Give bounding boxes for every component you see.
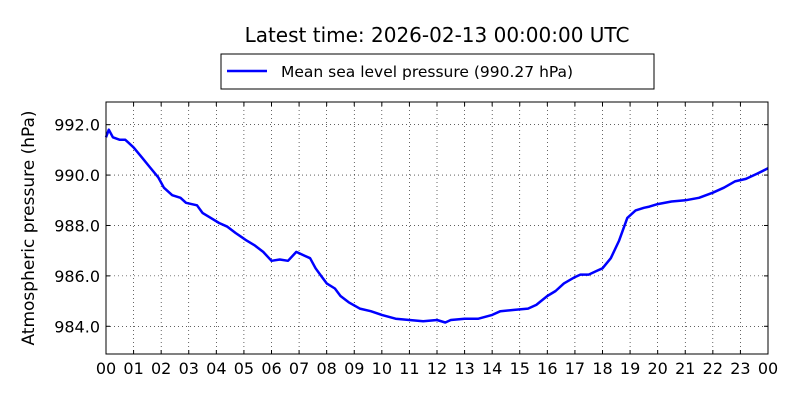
x-tick-label: 19 [620,359,640,378]
gridlines [106,102,768,354]
plot-area-frame [105,101,769,355]
x-tick-label: 00 [96,359,116,378]
x-tick-label: 01 [123,359,143,378]
x-tick-label: 04 [206,359,226,378]
x-tick-label: 07 [289,359,309,378]
series-layer [104,128,769,324]
ticks [105,102,769,354]
y-axis-label: Atmospheric pressure (hPa) [19,110,39,345]
x-tick-label: 22 [703,359,723,378]
x-tick-label: 17 [565,359,585,378]
legend-label: Mean sea level pressure (990.27 hPa) [281,63,573,81]
x-tick-label: 06 [261,359,281,378]
y-tick-label: 988.0 [54,216,100,235]
chart-title: Latest time: 2026-02-13 00:00:00 UTC [245,23,630,47]
x-tick-label: 18 [592,359,612,378]
legend: Mean sea level pressure (990.27 hPa) [220,53,655,90]
x-tick-label: 10 [372,359,392,378]
x-tick-label: 08 [316,359,336,378]
x-tick-label: 09 [344,359,364,378]
y-tick-label: 990.0 [54,166,100,185]
x-tick-labels: 00 01 02 03 04 05 06 07 08 09 10 11 12 13 14 15 16 17 18 19… [96,359,778,378]
x-tick-label: 20 [647,359,667,378]
x-tick-label: 05 [234,359,254,378]
x-tick-label: 15 [510,359,530,378]
x-tick-label: 13 [454,359,474,378]
x-tick-label: 02 [151,359,171,378]
x-tick-label: 11 [399,359,419,378]
x-tick-label: 03 [179,359,199,378]
y-tick-labels: 984.0 986.0 988.0 990.0 992.0 [54,116,100,337]
x-tick-label: 21 [675,359,695,378]
x-tick-label: 16 [537,359,557,378]
legend-box [220,53,655,90]
y-tick-label: 986.0 [54,267,100,286]
series-line [104,128,769,324]
x-tick-label: 23 [730,359,750,378]
x-tick-label: 00 [758,359,778,378]
x-tick-label: 14 [482,359,502,378]
y-tick-label: 992.0 [54,116,100,135]
x-tick-label: 12 [427,359,447,378]
y-tick-label: 984.0 [54,317,100,336]
